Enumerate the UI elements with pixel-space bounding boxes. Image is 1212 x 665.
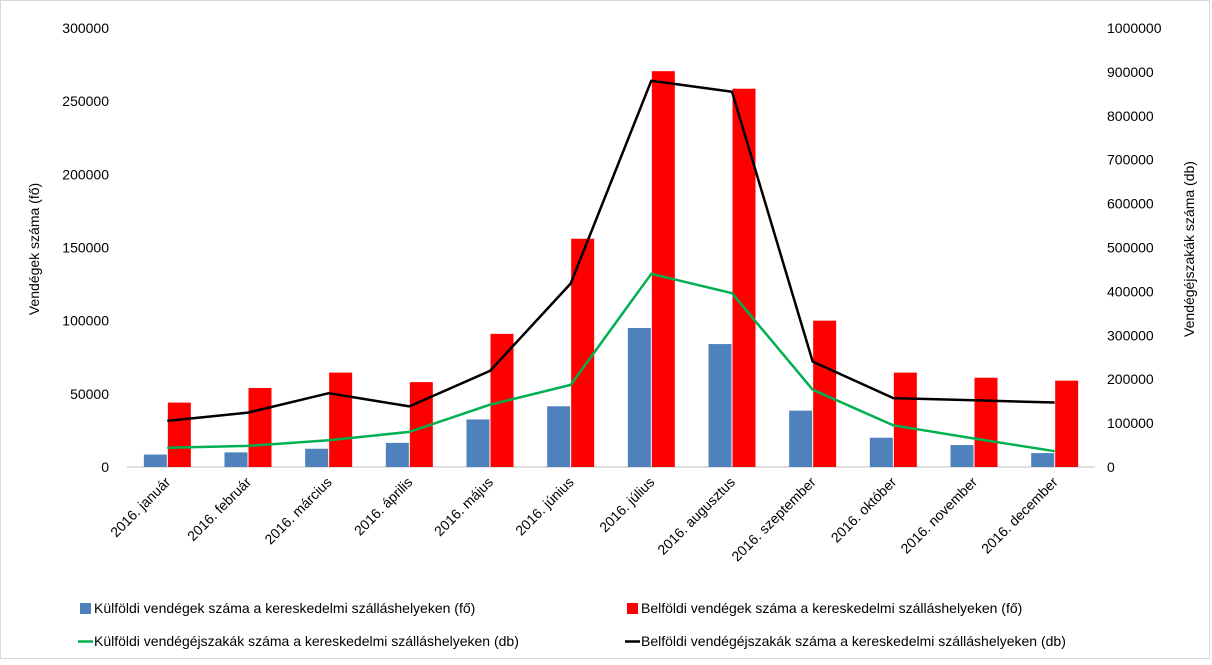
category-label: 2016. december xyxy=(978,474,1061,557)
bar-kulfoldi-vendegek xyxy=(627,327,651,467)
legend-swatch xyxy=(627,603,638,614)
category-label: 2016. február xyxy=(184,474,254,544)
bar-belfoldi-vendegek xyxy=(893,372,917,467)
right-axis-title: Vendégéjszakák száma (db) xyxy=(1181,161,1197,337)
category-label: 2016. április xyxy=(351,474,416,539)
left-axis-ticks: 0 50000 100000 150000 200000 250000 300000 xyxy=(62,20,109,475)
right-tick-label: 1000000 xyxy=(1107,20,1162,36)
legend-label: Külföldi vendégek száma a kereskedelmi s… xyxy=(94,600,475,616)
bar-series xyxy=(143,71,1079,467)
bar-kulfoldi-vendegek xyxy=(143,454,167,467)
right-tick-label: 100000 xyxy=(1107,415,1154,431)
left-tick-label: 0 xyxy=(101,459,109,475)
right-tick-label: 600000 xyxy=(1107,196,1154,212)
right-tick-label: 200000 xyxy=(1107,371,1154,387)
right-tick-label: 400000 xyxy=(1107,283,1154,299)
left-tick-label: 100000 xyxy=(62,313,109,329)
category-labels: 2016. január 2016. február 2016. március 20… xyxy=(107,474,1061,565)
category-label: 2016. január xyxy=(107,474,174,541)
category-label: 2016. augusztus xyxy=(654,474,738,558)
category-label: 2016. október xyxy=(828,474,900,546)
bar-kulfoldi-vendegek xyxy=(547,406,571,467)
legend-label: Belföldi vendégek száma a kereskedelmi s… xyxy=(641,600,1022,616)
left-tick-label: 50000 xyxy=(70,386,109,402)
bar-belfoldi-vendegek xyxy=(167,402,191,467)
right-tick-label: 0 xyxy=(1107,459,1115,475)
category-label: 2016. szeptember xyxy=(728,474,819,565)
legend-swatch xyxy=(80,603,91,614)
category-label: 2016. május xyxy=(431,474,496,539)
bar-belfoldi-vendegek xyxy=(248,387,272,467)
right-tick-label: 700000 xyxy=(1107,152,1154,168)
category-label: 2016. június xyxy=(512,474,577,539)
bar-kulfoldi-vendegek xyxy=(708,344,732,467)
legend-label: Belföldi vendégéjszakák száma a keresked… xyxy=(641,633,1066,649)
left-tick-label: 150000 xyxy=(62,240,109,256)
right-tick-label: 500000 xyxy=(1107,240,1154,256)
bar-kulfoldi-vendegek xyxy=(385,442,409,467)
line-belfoldi-vendegejszakak xyxy=(167,79,1055,423)
bar-kulfoldi-vendegek xyxy=(305,448,329,467)
bar-belfoldi-vendegek xyxy=(329,372,353,467)
bar-kulfoldi-vendegek xyxy=(224,452,248,467)
bar-kulfoldi-vendegek xyxy=(789,410,813,467)
bar-belfoldi-vendegek xyxy=(732,88,756,467)
bar-belfoldi-vendegek xyxy=(571,238,595,467)
bar-belfoldi-vendegek xyxy=(651,71,675,467)
category-label: 2016. november xyxy=(897,474,980,557)
left-tick-label: 200000 xyxy=(62,166,109,182)
legend-label: Külföldi vendégéjszakák száma a keresked… xyxy=(94,633,519,649)
bar-belfoldi-vendegek xyxy=(1055,380,1079,467)
bar-kulfoldi-vendegek xyxy=(869,437,893,467)
category-label: 2016. július xyxy=(596,474,657,535)
right-tick-label: 300000 xyxy=(1107,327,1154,343)
legend: Külföldi vendégek száma a kereskedelmi s… xyxy=(78,600,1066,649)
right-tick-label: 900000 xyxy=(1107,64,1154,80)
right-axis-ticks: 0 100000 200000 300000 400000 500000 600000 700… xyxy=(1107,20,1162,475)
bar-kulfoldi-vendegek xyxy=(950,445,974,467)
line-kulfoldi-vendegejszakak xyxy=(167,272,1055,453)
left-axis-title: Vendégek száma (fő) xyxy=(26,183,42,315)
bar-kulfoldi-vendegek xyxy=(466,419,490,467)
left-tick-label: 250000 xyxy=(62,93,109,109)
line-series xyxy=(167,79,1055,453)
bar-belfoldi-vendegek xyxy=(490,333,514,467)
left-tick-label: 300000 xyxy=(62,20,109,36)
bar-kulfoldi-vendegek xyxy=(1031,453,1055,467)
right-tick-label: 800000 xyxy=(1107,108,1154,124)
category-label: 2016. március xyxy=(261,474,334,547)
bar-belfoldi-vendegek xyxy=(974,377,998,467)
